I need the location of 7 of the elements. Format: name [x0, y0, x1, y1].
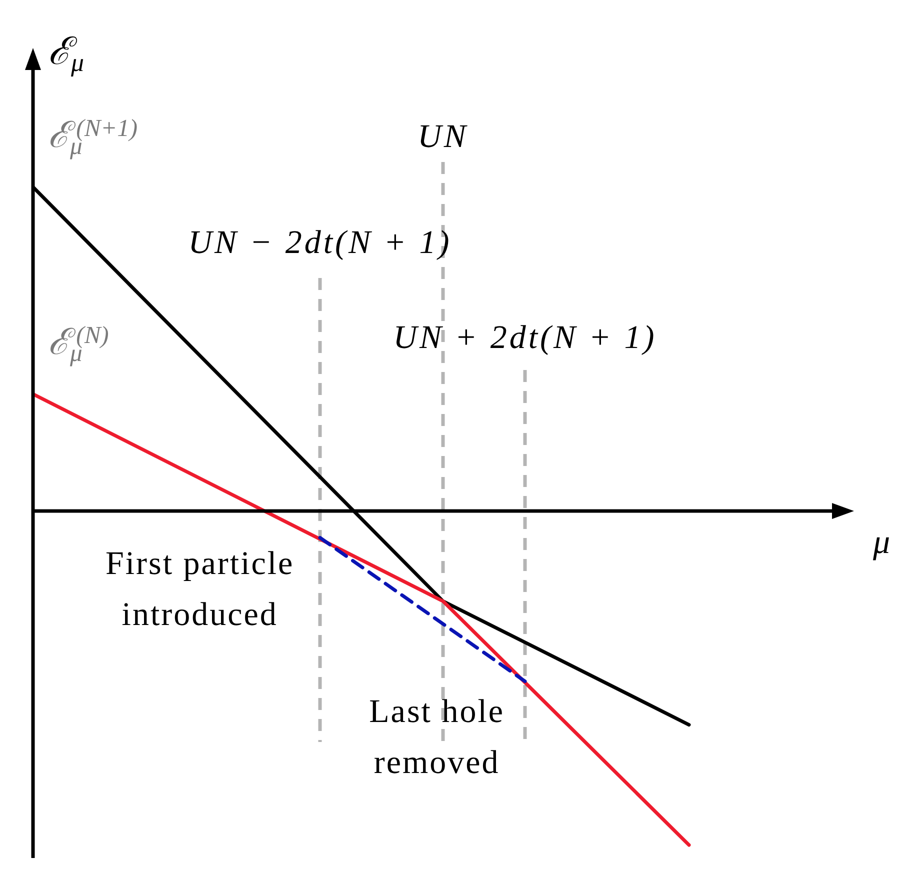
text: UN — [418, 119, 468, 155]
annotation: UN + 2dt(N + 1) — [393, 320, 657, 356]
x-axis-title: μ — [872, 524, 890, 561]
annotation: First particle introduced — [106, 546, 294, 633]
annotation: UN − 2dt(N + 1) — [188, 225, 452, 261]
annotation: Last hole removed — [369, 694, 505, 781]
y-axis-title: ℰ$_{μ}$ — [48, 31, 84, 78]
